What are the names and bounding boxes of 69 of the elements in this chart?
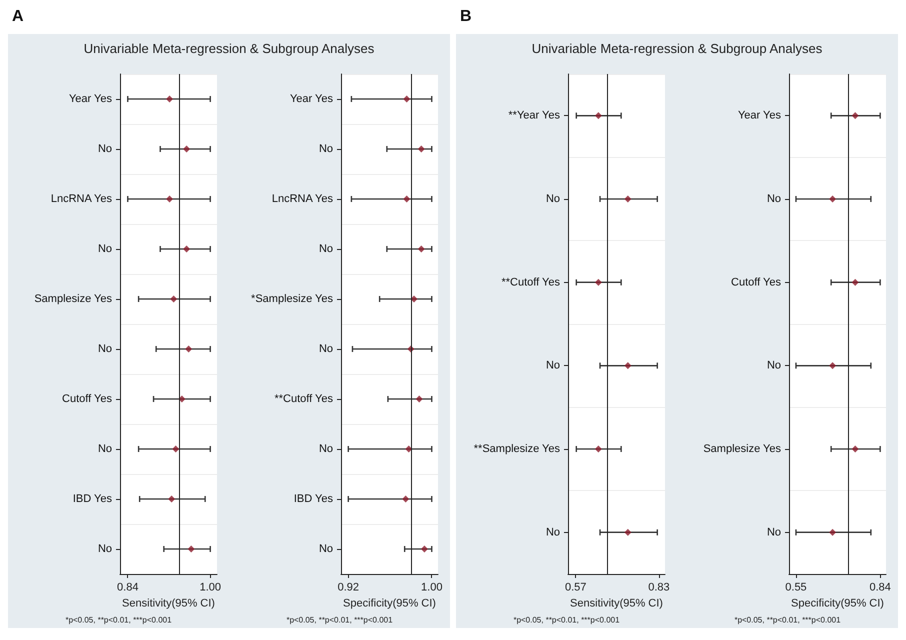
point (185, 346, 192, 352)
y-tick-label: No (546, 193, 560, 205)
y-tick-label: No (318, 543, 333, 555)
y-tick-label: Year Yes (290, 93, 334, 105)
chart-title: B (459, 8, 473, 27)
x-axis-title: Specificity(95% CI) (343, 597, 436, 610)
y-tick-label: No (98, 443, 112, 455)
chart-subtitle: Univariable Meta-regression & Subgroup Analyses (530, 40, 824, 58)
point (403, 196, 410, 202)
point (172, 446, 180, 452)
y-tick-label: No (546, 360, 560, 372)
y-tick-label: **Year Yes (508, 110, 560, 122)
text: *p<0.05, **p<0.01, ***p<0.001 (65, 616, 172, 624)
y-tick-label: Samplesize Yes (34, 293, 112, 305)
y-tick-label: No (318, 343, 333, 355)
y-tick-label: No (766, 193, 781, 205)
x-axis-title: Specificity(95% CI) (791, 597, 884, 610)
chart-subtitle: Univariable Meta-regression & Subgroup Analyses (82, 40, 376, 58)
text: *p<0.05, **p<0.01, ***p<0.001 (513, 616, 620, 624)
x-axis-title: Sensitivity(95% CI) (122, 597, 215, 610)
point (420, 546, 428, 552)
y-tick-label: **Samplesize Yes (474, 443, 560, 455)
point (183, 146, 190, 152)
y-tick-label: LncRNA Yes (272, 193, 334, 205)
point (402, 496, 410, 502)
x-axis-title: Sensitivity(95% CI) (570, 597, 663, 610)
chart-title: A (11, 8, 25, 27)
y-tick-label: No (318, 443, 333, 455)
y-tick-label: No (318, 243, 333, 255)
x-tick-label: 0.57 (564, 582, 586, 594)
x-tick-label: 0.83 (648, 582, 670, 594)
x-tick-label: 1.00 (421, 582, 442, 594)
text: *p<0.05, **p<0.01, ***p<0.001 (734, 616, 842, 624)
y-tick-label: No (546, 526, 560, 538)
y-tick-label: IBD Yes (294, 493, 334, 505)
x-tick-label: 0.55 (785, 582, 807, 594)
point (166, 196, 174, 202)
x-tick-label: 1.00 (200, 582, 222, 594)
y-tick-label: Cutoff Yes (62, 393, 112, 405)
point (188, 546, 195, 552)
point (418, 246, 425, 252)
point (416, 396, 423, 402)
y-tick-label: No (766, 360, 781, 372)
point (168, 496, 176, 502)
x-tick-label: 0.84 (117, 582, 138, 594)
y-tick-label: No (766, 526, 781, 538)
y-tick-label: Year Yes (738, 110, 782, 122)
point (170, 296, 178, 302)
point (166, 96, 174, 102)
y-tick-label: Samplesize Yes (703, 443, 782, 455)
point (183, 246, 190, 252)
y-tick-label: No (98, 543, 112, 555)
y-tick-label: No (98, 243, 112, 255)
point (403, 96, 410, 102)
text: *p<0.05, **p<0.01, ***p<0.001 (286, 616, 394, 624)
y-tick-label: LncRNA Yes (50, 193, 112, 205)
y-tick-label: **Cutoff Yes (274, 393, 334, 405)
y-tick-label: Year Yes (68, 93, 112, 105)
y-tick-label: **Cutoff Yes (501, 276, 560, 288)
x-tick-label: 0.92 (338, 582, 360, 594)
point (418, 146, 425, 152)
point (405, 446, 412, 452)
y-tick-label: No (98, 343, 112, 355)
x-tick-label: 0.84 (869, 582, 891, 594)
y-tick-label: IBD Yes (72, 493, 112, 505)
y-tick-label: No (318, 143, 333, 155)
y-tick-label: Cutoff Yes (731, 276, 782, 288)
y-tick-label: No (98, 143, 112, 155)
y-tick-label: *Samplesize Yes (251, 293, 334, 305)
